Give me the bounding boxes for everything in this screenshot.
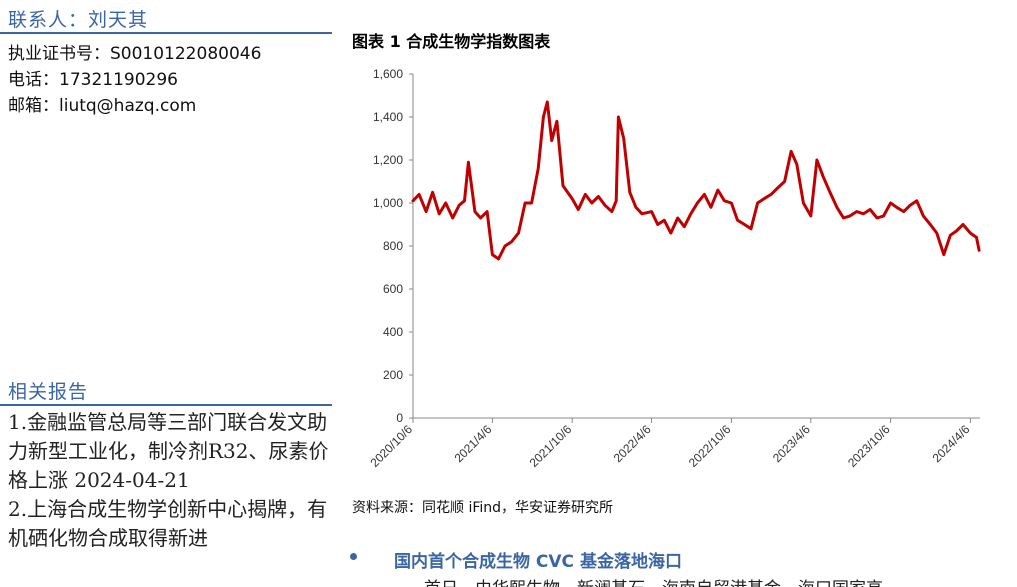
y-tick-label: 0 [396, 411, 403, 425]
figure-title: 图表 1 合成生物学指数图表 [352, 32, 551, 51]
related-reports-list: 1.金融监管总局等三部门联合发文助力新型工业化，制冷剂R32、尿素价格上涨 20… [8, 408, 330, 553]
series-line [411, 100, 981, 261]
contact-email: 邮箱：liutq@hazq.com [8, 96, 197, 116]
related-report-item[interactable]: 2.上海合成生物学创新中心揭牌，有机硒化物合成取得新进 [8, 497, 328, 550]
section-body-text: 首日，由华熙生物、新澜基石、海南自贸港基金、海口国家高 [424, 574, 1017, 587]
y-tick-label: 1,200 [373, 153, 403, 167]
x-tick-label: 2021/4/6 [452, 422, 495, 465]
bullet-icon [350, 553, 357, 560]
x-tick-label: 2023/4/6 [770, 422, 813, 465]
related-rule [0, 404, 332, 406]
related-title: 相关报告 [8, 381, 89, 403]
x-tick-label: 2022/4/6 [611, 422, 654, 465]
x-tick-label: 2022/10/6 [686, 422, 734, 470]
contact-title: 联系人：刘天其 [8, 9, 149, 31]
y-tick-label: 200 [383, 368, 403, 382]
contact-rule [0, 32, 332, 34]
x-tick-label: 2024/4/6 [930, 422, 973, 465]
x-tick-label: 2021/10/6 [527, 422, 575, 470]
section-heading: 国内首个合成生物 CVC 基金落地海口 [394, 552, 682, 572]
related-report-item[interactable]: 1.金融监管总局等三部门联合发文助力新型工业化，制冷剂R32、尿素价格上涨 20… [8, 410, 329, 492]
y-tick-label: 1,600 [373, 67, 403, 81]
contact-phone: 电话：17321190296 [8, 70, 178, 90]
x-tick-label: 2023/10/6 [845, 422, 893, 470]
y-tick-label: 1,400 [373, 110, 403, 124]
index-line-chart: 0 200 400 600 800 1,000 1,200 1,400 1,600 2020/10… [367, 67, 981, 470]
figure-source: 资料来源：同花顺 iFind，华安证券研究所 [352, 500, 614, 516]
y-tick-label: 600 [383, 282, 403, 296]
y-tick-label: 800 [383, 239, 403, 253]
y-tick-label: 400 [383, 325, 403, 339]
contact-license: 执业证书号：S0010122080046 [8, 44, 262, 64]
y-tick-label: 1,000 [373, 196, 403, 210]
left-sidebar: 联系人：刘天其 执业证书号：S0010122080046 电话：17321190… [0, 0, 335, 587]
x-tick-label: 2020/10/6 [367, 422, 415, 470]
